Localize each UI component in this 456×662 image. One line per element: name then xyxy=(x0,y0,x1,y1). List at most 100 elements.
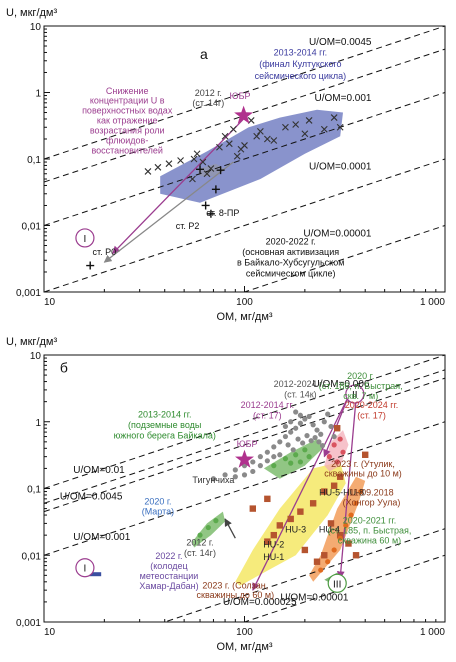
point-dot xyxy=(325,559,331,565)
point-x xyxy=(305,117,313,124)
annotation: 2012-2024 гг. xyxy=(274,379,328,389)
point-dot xyxy=(264,449,270,455)
panel-0: I U/OM=0.01 U/OM=0.0045 U/OM=0.001 U/OM=0.00… xyxy=(6,7,446,323)
point-x xyxy=(336,123,344,131)
point-square xyxy=(336,531,344,539)
point-square xyxy=(336,473,344,480)
point-dot xyxy=(295,436,301,442)
annotation: 2020-2021 гг. xyxy=(343,515,397,525)
point-dot xyxy=(282,423,289,430)
point-dot xyxy=(348,512,354,518)
annotation: (ст. 185, п. Быстрая, xyxy=(328,526,412,536)
ratio-line xyxy=(44,355,445,489)
plot-area: IIIIIIU/OM=0.01U/OM=0.006U/OM=0.0045U/OM… xyxy=(44,355,445,622)
point-x xyxy=(253,132,261,140)
ratio-line xyxy=(44,26,445,160)
point-square xyxy=(352,552,360,559)
y-tick-label: 0,001 xyxy=(16,288,41,299)
annotation: 2012 г. xyxy=(195,88,222,98)
point-dot xyxy=(318,431,324,437)
point-x xyxy=(203,170,211,178)
annotation: флюидов- xyxy=(106,136,148,146)
annotation: HU-2 xyxy=(263,540,284,550)
annotation: (основная активизация xyxy=(242,247,339,257)
annotation: скважины до 10 м) xyxy=(324,469,402,479)
annotation: (подземные воды xyxy=(128,420,201,430)
arrow xyxy=(252,396,350,591)
point-dot xyxy=(316,439,322,445)
y-tick-label: 10 xyxy=(30,351,42,362)
annotation: скв. 7 м) xyxy=(343,391,378,401)
point-square xyxy=(313,558,321,565)
point-dot xyxy=(297,420,303,426)
point-dot xyxy=(314,427,320,433)
point-x xyxy=(216,143,223,151)
y-tick-label: 0,1 xyxy=(27,485,41,496)
y-tick-label: 0,1 xyxy=(27,155,41,166)
ratio-label: U/OM=0.0045 xyxy=(309,37,372,48)
plot-area: I U/OM=0.01 U/OM=0.0045 U/OM=0.001 U/OM=0.00… xyxy=(44,8,445,292)
ratio-line xyxy=(163,528,445,622)
point-dot xyxy=(331,433,337,440)
annotation: (ст. 186, п. Быстрая, xyxy=(319,381,403,391)
point-dot xyxy=(304,433,310,439)
point-star xyxy=(234,105,254,124)
point-dot xyxy=(277,439,283,445)
point-x xyxy=(292,121,300,128)
point-dot xyxy=(340,449,346,455)
annotation: HU-1 xyxy=(263,552,284,562)
point-dot xyxy=(358,488,364,495)
annotation: 2020 г. xyxy=(347,371,374,381)
ratio-label: U/OM=0.01 xyxy=(320,8,372,19)
ratio-line xyxy=(44,92,445,226)
point-dot xyxy=(302,416,308,422)
point-square xyxy=(345,540,352,547)
annotation: (ст. 17) xyxy=(357,410,386,420)
point-dot xyxy=(288,429,294,435)
annotation: концентрации U в xyxy=(90,96,165,106)
point-x xyxy=(190,155,198,163)
point-x xyxy=(193,150,201,158)
x-tick-label: 10 xyxy=(44,297,56,308)
point-x xyxy=(233,152,241,160)
point-square xyxy=(362,451,369,458)
region-blue xyxy=(160,109,343,203)
region-yellow xyxy=(235,461,346,586)
point-star xyxy=(235,449,254,468)
roman-label: I xyxy=(84,564,87,575)
point-dot xyxy=(285,442,291,448)
point-x xyxy=(330,114,338,121)
annotation: 2023 г. (Утулик, xyxy=(331,459,395,469)
y-tick-label: 0,01 xyxy=(22,222,42,233)
ratio-label: U/OM=0.00001 xyxy=(303,229,372,240)
annotation: (ст. 14г) xyxy=(192,98,224,108)
y-tick-label: 10 xyxy=(30,22,42,33)
point-dot xyxy=(328,423,334,430)
ratio-label: U/OM=0.001 xyxy=(315,93,372,104)
point-dot xyxy=(326,454,332,460)
point-dot xyxy=(282,456,289,462)
point-x xyxy=(301,130,309,138)
ratio-label: U/OM=0.006 xyxy=(312,379,369,390)
y-axis-label: U, мкг/дм³ xyxy=(6,7,57,19)
annotation: 11.09.2018 xyxy=(349,488,393,498)
annotation: 2012-2014 гг. xyxy=(241,400,295,410)
point-dot xyxy=(331,442,337,448)
point-dot xyxy=(288,460,294,466)
ratio-line xyxy=(44,377,445,513)
point-square xyxy=(327,520,335,527)
roman-label: III xyxy=(333,579,341,590)
ratio-label: U/OM=0.0001 xyxy=(309,161,372,172)
point-dot xyxy=(308,438,314,444)
x-tick-label: 100 xyxy=(236,297,253,308)
point-dot xyxy=(232,474,238,480)
point-x xyxy=(165,160,173,168)
point-plus xyxy=(211,185,220,194)
annotation: (ст. 14г) xyxy=(184,548,216,558)
annotation: (ст. 14к) xyxy=(284,390,317,400)
x-axis-label: OM, мг/дм³ xyxy=(216,311,272,323)
annotation: Тигунчиха xyxy=(192,475,234,485)
point-square xyxy=(270,531,277,539)
annotation: возрастания роли xyxy=(90,126,165,136)
point-x xyxy=(144,168,152,175)
